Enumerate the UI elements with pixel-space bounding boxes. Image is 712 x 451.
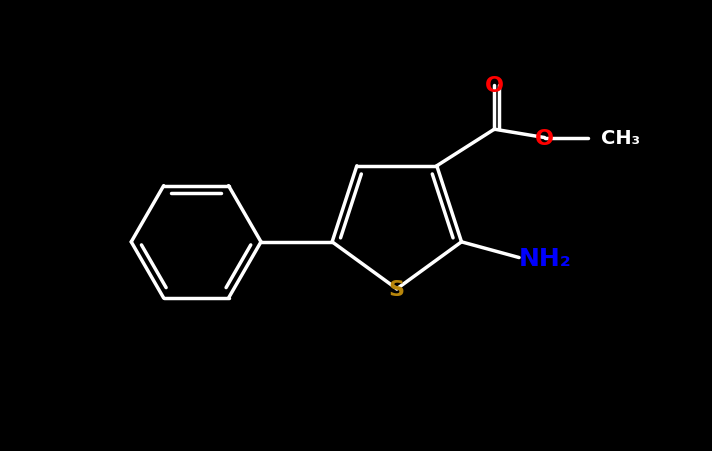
Text: CH₃: CH₃ xyxy=(601,129,640,148)
Text: O: O xyxy=(485,76,504,96)
Text: NH₂: NH₂ xyxy=(519,246,572,270)
Text: S: S xyxy=(389,279,405,299)
Text: O: O xyxy=(535,128,554,148)
